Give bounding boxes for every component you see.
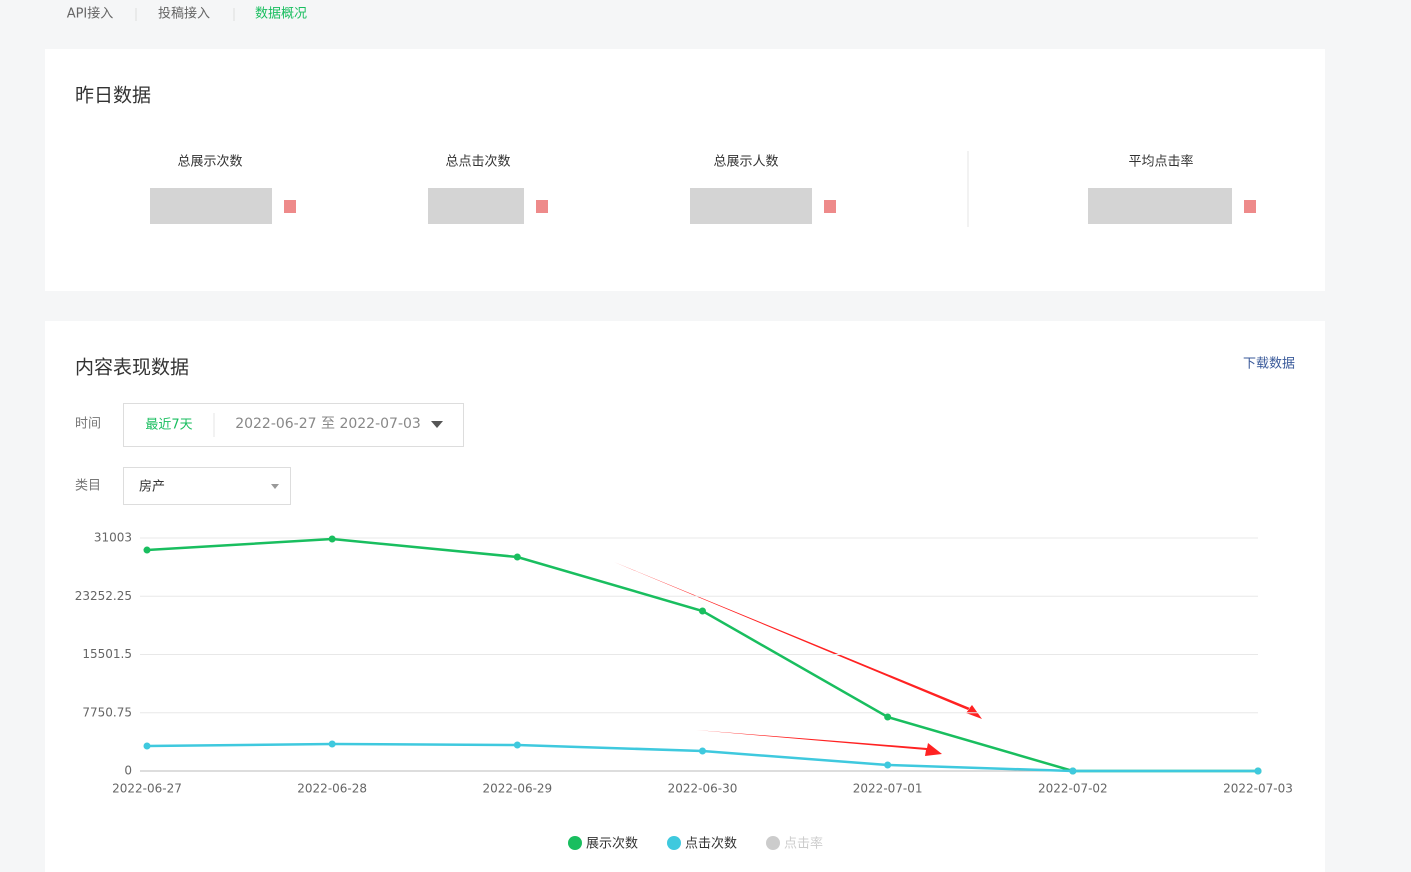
data-point [328, 535, 336, 543]
card [45, 49, 1325, 291]
x-tick-label: 2022-07-01 [853, 782, 923, 796]
card-title: 内容表现数据 [75, 357, 189, 379]
metric-label: 总展示人数 [713, 155, 778, 170]
data-point [328, 740, 336, 748]
data-point [1069, 767, 1077, 775]
data-point [699, 607, 706, 615]
date-picker[interactable] [123, 403, 464, 447]
data-point [699, 747, 706, 755]
y-tick-label: 7750.75 [82, 705, 132, 719]
legend-label[interactable]: 点击次数 [685, 836, 737, 852]
data-point [143, 546, 151, 554]
x-tick-label: 2022-07-03 [1223, 782, 1293, 796]
x-tick-label: 2022-06-28 [297, 782, 367, 796]
legend-dot [766, 836, 780, 850]
y-tick-label: 23252.25 [75, 589, 132, 603]
x-tick-label: 2022-06-30 [668, 782, 738, 796]
metric-label: 总展示次数 [177, 154, 242, 170]
y-tick-label: 31003 [94, 531, 132, 545]
data-point [1254, 767, 1262, 775]
field-label: 时间 [75, 417, 101, 432]
dropdown-icon[interactable] [431, 421, 443, 428]
data-point [513, 553, 521, 561]
data-point [884, 761, 892, 769]
card-title: 昨日数据 [75, 85, 151, 107]
data-point [884, 713, 892, 721]
data-point [513, 741, 521, 749]
legend-dot [568, 836, 582, 850]
tab[interactable]: 投稿接入 [158, 6, 210, 22]
x-tick-label: 2022-07-02 [1038, 782, 1108, 796]
legend-dot [667, 836, 681, 850]
x-tick-label: 2022-06-27 [112, 782, 182, 796]
metric-label: 平均点击率 [1128, 154, 1193, 170]
tab-active[interactable]: 数据概况 [255, 7, 307, 22]
download-link[interactable]: 下载数据 [1243, 357, 1295, 372]
category-value: 房产 [139, 479, 165, 495]
field-label: 类目 [75, 479, 101, 494]
x-tick-label: 2022-06-29 [482, 782, 552, 796]
dropdown-icon [271, 484, 279, 489]
range-preset[interactable]: 最近7天 [145, 418, 192, 433]
metric-label: 总点击次数 [445, 154, 510, 170]
tab[interactable]: API接入 [67, 6, 114, 22]
data-point [143, 742, 151, 750]
legend-label[interactable]: 展示次数 [586, 836, 638, 852]
y-tick-label: 0 [124, 764, 132, 778]
blurred-values [150, 188, 1256, 224]
category-select[interactable] [123, 467, 291, 505]
legend-label[interactable]: 点击率 [784, 836, 823, 852]
date-range: 2022-06-27 至 2022-07-03 [235, 416, 421, 432]
y-tick-label: 15501.5 [82, 647, 132, 661]
